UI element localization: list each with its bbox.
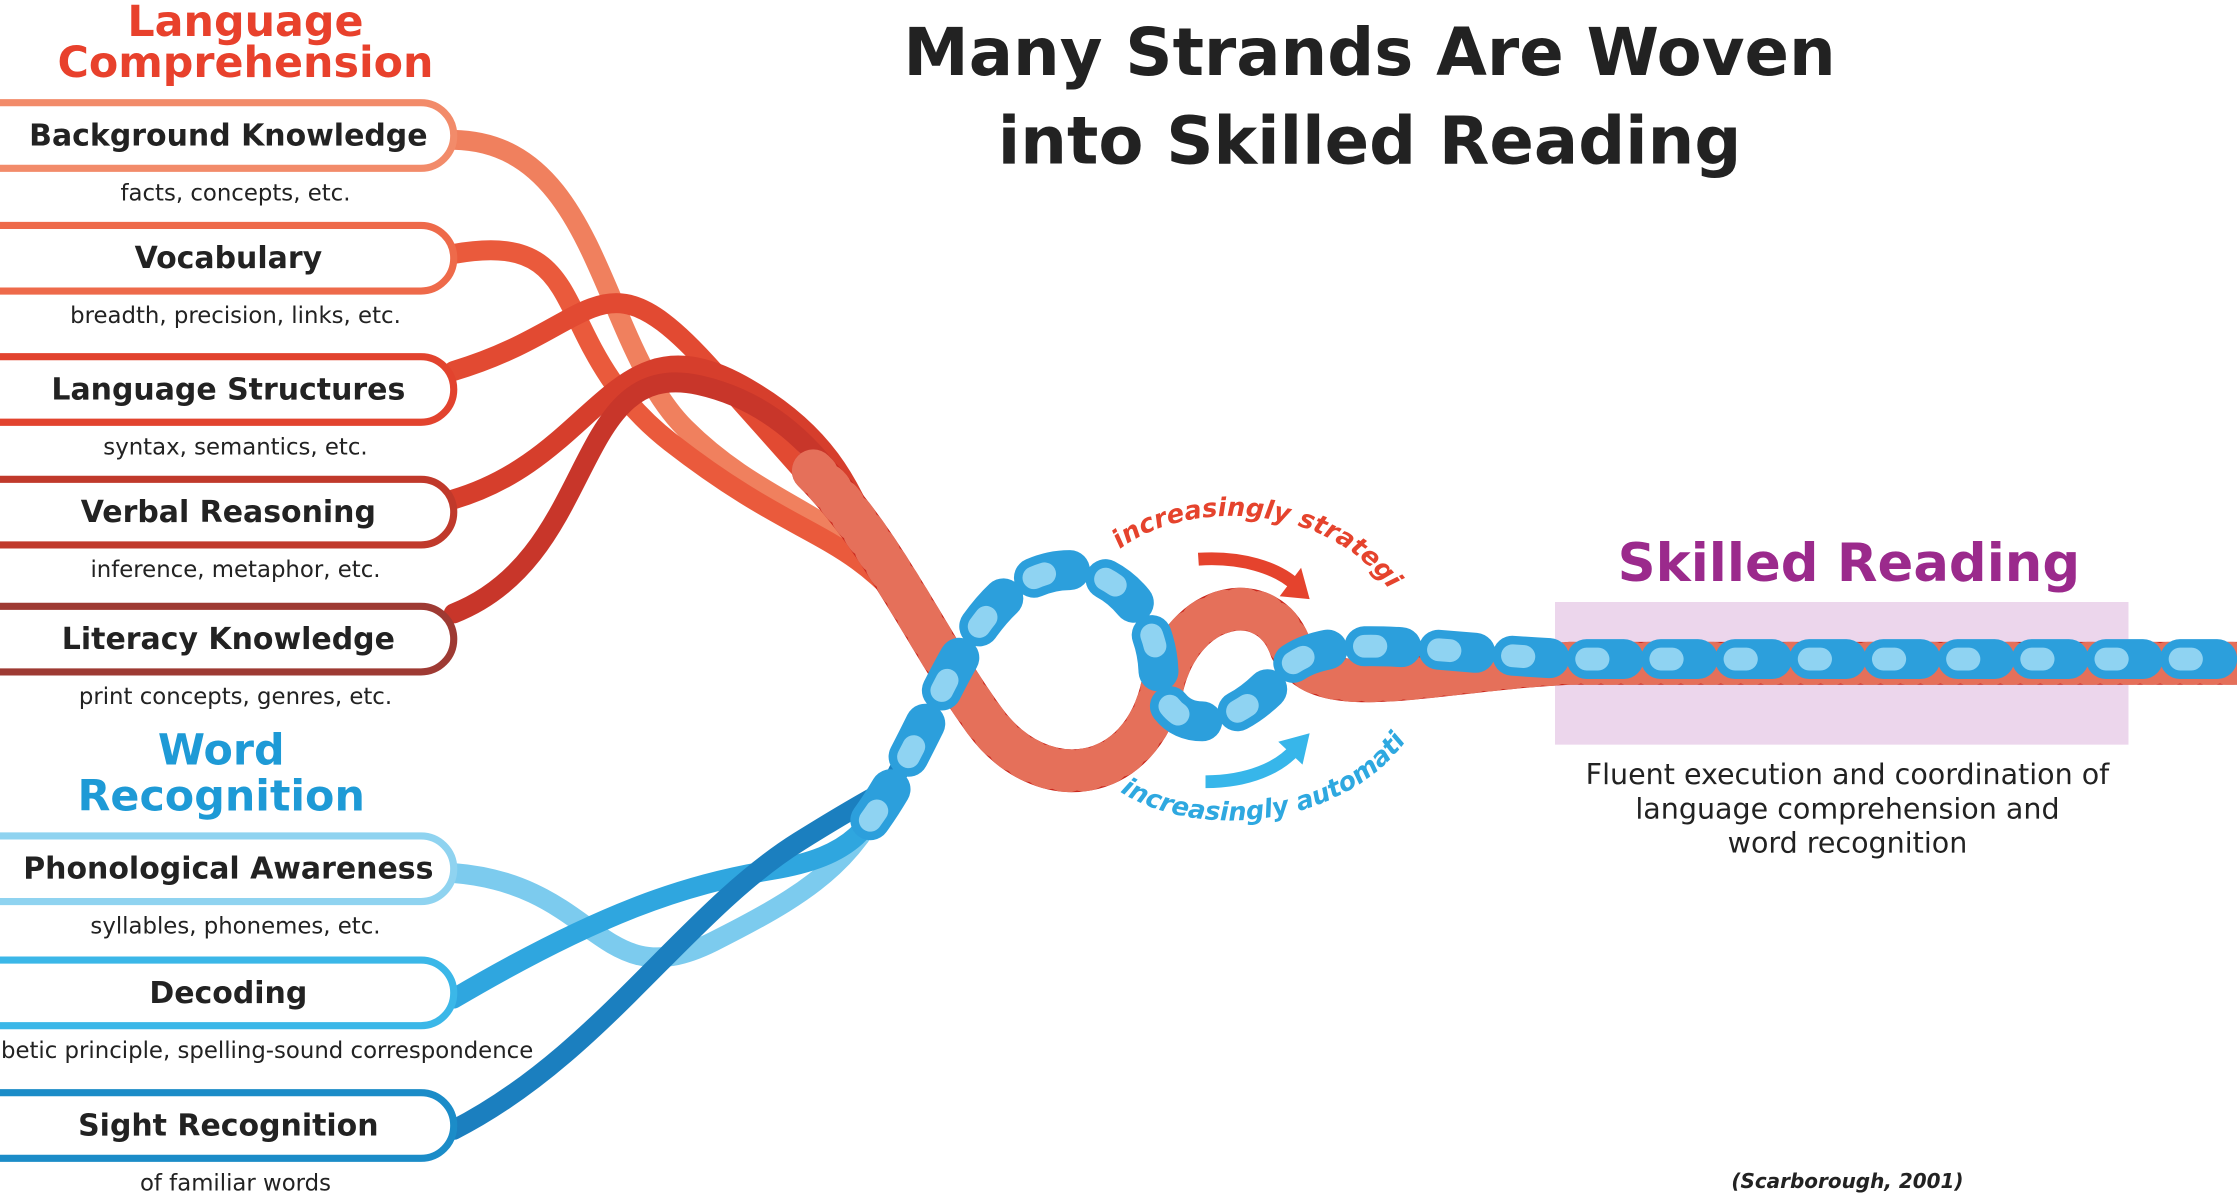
description-line: language comprehension and: [1635, 792, 2059, 825]
strand-label: Vocabulary: [135, 241, 323, 276]
strategic-arrow: [1198, 559, 1295, 585]
strand-boxes: Background Knowledge facts, concepts, etc…: [0, 103, 533, 1196]
strand-detail: syntax, semantics, etc.: [103, 434, 367, 460]
description-line: word recognition: [1728, 827, 1968, 860]
section-heading: Word: [158, 726, 285, 776]
strand-detail: print concepts, genres, etc.: [79, 684, 392, 710]
strand-label: Literacy Knowledge: [62, 622, 395, 657]
strand-label: Phonological Awareness: [23, 852, 433, 887]
section-heading: Comprehension: [57, 38, 433, 88]
strand-detail: breadth, precision, links, etc.: [70, 303, 401, 329]
strand-detail: syllables, phonemes, etc.: [90, 914, 380, 940]
section-heading: Recognition: [78, 771, 365, 821]
description-line: Fluent execution and coordination of: [1586, 758, 2110, 791]
strand-label: Verbal Reasoning: [81, 495, 376, 530]
strand-label: Decoding: [149, 976, 307, 1011]
strand-label: Sight Recognition: [78, 1108, 378, 1143]
skilled-reading-title: Skilled Reading: [1618, 533, 2081, 594]
strand-detail: alphabetic principle, spelling-sound cor…: [0, 1038, 533, 1064]
citation: (Scarborough, 2001): [1731, 1169, 1963, 1193]
title-line: Many Strands Are Woven: [903, 15, 1835, 91]
strand-detail: of familiar words: [140, 1171, 331, 1196]
strand-detail: facts, concepts, etc.: [120, 181, 350, 207]
title-line: into Skilled Reading: [998, 104, 1742, 180]
strand-label: Language Structures: [51, 372, 405, 407]
strand-detail: inference, metaphor, etc.: [90, 557, 380, 583]
strand-label: Background Knowledge: [29, 118, 427, 153]
automatic-arrow: [1206, 749, 1296, 782]
diagram: increasingly strategic increasingly auto…: [0, 0, 2237, 1196]
blue-strands: [454, 770, 899, 1129]
red-strands: [454, 140, 913, 614]
